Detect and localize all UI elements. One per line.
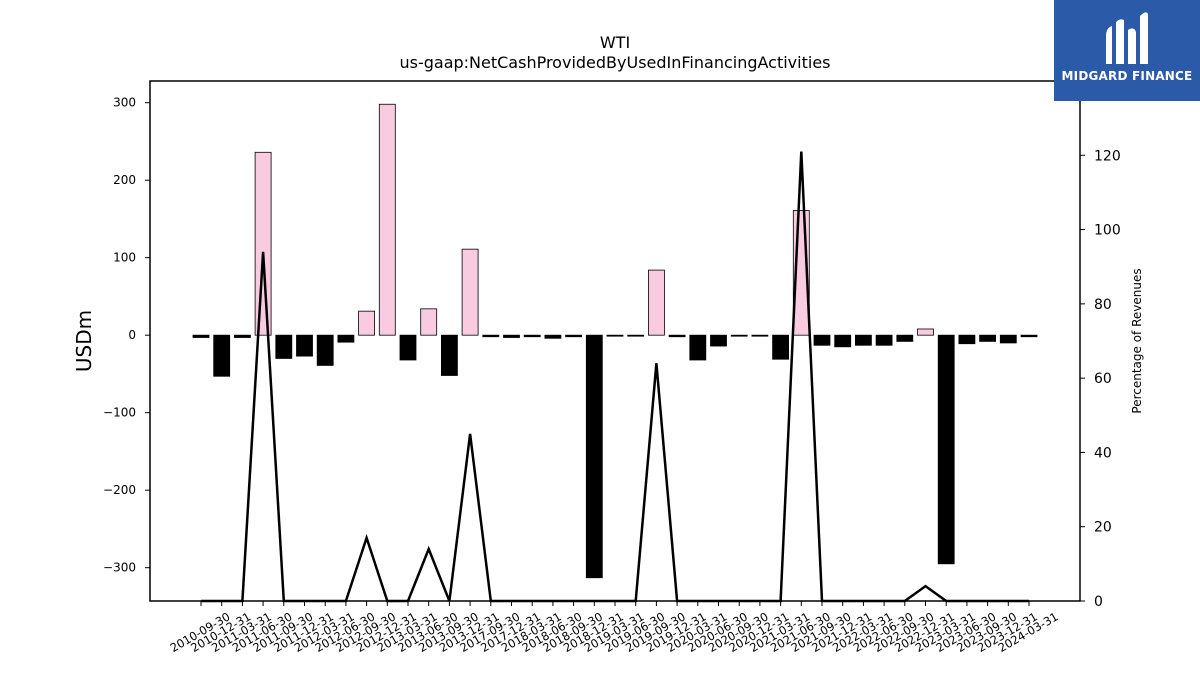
bar-series: [192, 103, 1038, 579]
bar-2022-06-30: [875, 334, 893, 346]
bar-2019-06-30: [627, 334, 645, 337]
bar-2020-12-31: [751, 334, 769, 337]
bar-2022-03-31: [855, 334, 872, 346]
bar-2017-12-31: [503, 334, 520, 338]
midgard-logo-icon: [1106, 12, 1148, 64]
bar-2024-03-31: [1020, 334, 1038, 338]
bar-2021-09-30: [813, 334, 831, 346]
bar-2010-12-31: [213, 334, 231, 377]
y-axis-label: USDm: [72, 310, 96, 372]
bar-2022-12-31: [917, 328, 934, 336]
midgard-finance-logo: MIDGARD FINANCE: [1054, 0, 1200, 101]
bar-2011-06-30: [254, 151, 272, 336]
y2-tick-label-0: 0: [1094, 594, 1103, 610]
bar-2020-03-31: [689, 334, 707, 361]
bar-2021-03-31: [772, 334, 789, 360]
y2-tick-label-20: 20: [1094, 520, 1112, 536]
x-axis-ticks: 2010-09-302010-12-312011-03-312011-06-30…: [168, 601, 1061, 655]
bar-2013-06-30: [420, 308, 438, 336]
brand-name: MIDGARD FINANCE: [1061, 69, 1193, 83]
bar-2020-06-30: [710, 334, 727, 347]
y-tick-label--300: −300: [103, 561, 136, 575]
bar-2013-12-31: [461, 248, 479, 336]
bar-2011-12-31: [296, 334, 313, 357]
y-tick-label--200: −200: [103, 483, 136, 497]
revenue-percentage-line: [201, 151, 1029, 603]
bar-2023-03-31: [937, 334, 955, 565]
bar-2013-09-30: [440, 334, 458, 376]
bar-2012-09-30: [358, 310, 376, 336]
bar-2023-12-31: [999, 334, 1017, 344]
y2-tick-label-80: 80: [1094, 297, 1112, 313]
bar-2019-03-31: [606, 334, 624, 337]
bar-2019-12-31: [668, 334, 686, 338]
bar-2012-12-31: [378, 103, 396, 336]
bar-2020-09-30: [730, 334, 748, 337]
bar-2023-06-30: [958, 334, 976, 345]
bar-2022-09-30: [896, 334, 914, 342]
bar-2021-12-31: [834, 334, 852, 348]
y2-tick-label-40: 40: [1094, 445, 1112, 461]
bar-2010-09-30: [192, 334, 210, 338]
y-tick-label-100: 100: [113, 251, 136, 265]
y2-axis-ticks: 0 20 40 60 80 100 120: [1080, 148, 1121, 610]
bar-2018-06-30: [544, 334, 562, 339]
y-tick-label-300: 300: [113, 96, 136, 110]
y-axis-ticks: −300 −200 −100 0 100 200 300: [103, 96, 150, 575]
bar-2011-09-30: [275, 334, 293, 359]
bar-2012-03-31: [316, 334, 334, 366]
bar-2018-03-31: [523, 334, 541, 338]
y2-tick-label-120: 120: [1094, 148, 1121, 164]
bar-2019-09-30: [648, 269, 665, 336]
y2-tick-label-60: 60: [1094, 371, 1112, 387]
y2-tick-label-100: 100: [1094, 223, 1121, 239]
bar-2012-06-30: [337, 334, 355, 343]
y-tick-label-0: 0: [128, 328, 136, 342]
bar-2017-09-30: [482, 334, 500, 338]
bar-2018-09-30: [565, 334, 582, 338]
revenue-percentage-series: [201, 151, 1029, 603]
y-tick-label-200: 200: [113, 173, 136, 187]
bar-2011-03-31: [233, 334, 251, 338]
bar-2018-12-31: [585, 334, 603, 579]
plot-frame: [149, 80, 1081, 602]
chart-title: WTI: [600, 33, 630, 52]
bar-2013-03-31: [399, 334, 417, 361]
chart-subtitle: us-gaap:NetCashProvidedByUsedInFinancing…: [399, 53, 830, 72]
y-tick-label--100: −100: [103, 406, 136, 420]
bar-2023-09-30: [979, 334, 996, 342]
y2-axis-label: Percentage of Revenues: [1130, 268, 1144, 413]
